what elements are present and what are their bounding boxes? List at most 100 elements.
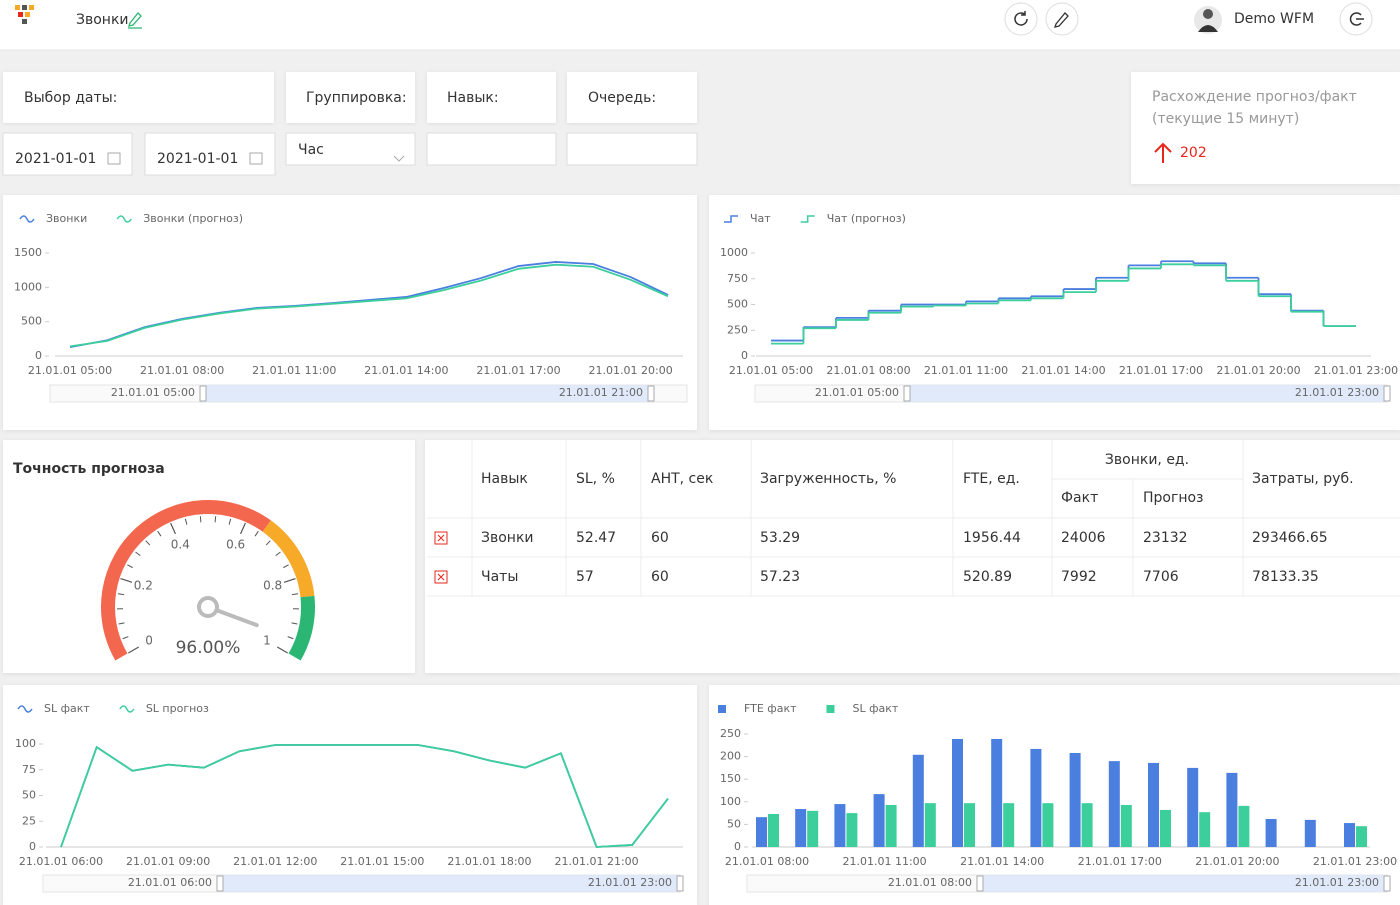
deviation-card	[1131, 72, 1400, 184]
gauge-tick-label: 0.6	[226, 537, 245, 551]
x-tick-label: 21.01.01 15:00	[340, 855, 424, 868]
y-tick-label: 1000	[14, 280, 42, 293]
table-cell: 53.29	[760, 530, 800, 546]
legend-swatch	[17, 705, 33, 713]
table-cell: 23132	[1143, 530, 1188, 546]
bar	[1265, 818, 1277, 847]
skill-input[interactable]	[426, 132, 557, 166]
gauge-needle	[214, 608, 259, 628]
gauge-minor-tick	[157, 530, 162, 537]
gauge-minor-tick	[145, 540, 151, 546]
bar	[768, 814, 779, 847]
line	[60, 744, 669, 848]
table-subheader: Прогноз	[1143, 490, 1204, 506]
deviation-arrow	[1154, 142, 1172, 163]
zoom-label: 21.01.01 23:00	[588, 876, 672, 889]
line	[69, 263, 669, 348]
delete-row-button[interactable]	[434, 570, 448, 584]
gauge-minor-tick	[118, 622, 125, 625]
legend-swatch	[800, 215, 815, 223]
gauge-minor-tick	[199, 516, 202, 523]
bar	[1108, 761, 1120, 847]
zoom-handle[interactable]	[676, 875, 684, 892]
bar	[1238, 805, 1250, 847]
logout-button[interactable]	[1339, 2, 1373, 36]
gauge-minor-tick	[228, 518, 232, 525]
bar	[1199, 812, 1211, 847]
zoom-handle[interactable]	[1383, 385, 1391, 402]
bar	[1120, 804, 1132, 847]
gauge-minor-tick	[184, 518, 188, 525]
x-tick-label: 21.01.01 08:00	[826, 364, 910, 377]
logo	[15, 5, 34, 24]
refresh-button[interactable]	[1004, 2, 1038, 36]
bar	[873, 794, 885, 847]
skill-card	[427, 72, 556, 123]
bar	[912, 754, 924, 847]
y-tick-label: 50	[22, 789, 36, 802]
y-tick-label: 100	[720, 795, 741, 808]
date-from-input[interactable]	[2, 132, 133, 176]
gauge-minor-tick	[287, 636, 294, 640]
table-cell: 78133.35	[1252, 569, 1319, 585]
table-header: FTE, ед.	[963, 471, 1020, 487]
legend-label: Чат	[750, 212, 771, 225]
table-header: Загруженность, %	[760, 471, 897, 487]
y-tick-label: 0	[741, 349, 748, 362]
table-cell: 520.89	[963, 569, 1012, 585]
y-tick-label: 150	[720, 772, 741, 785]
table-header: АНТ, сек	[651, 471, 713, 487]
x-tick-label: 21.01.01 14:00	[960, 855, 1044, 868]
zoom-handle[interactable]	[199, 385, 207, 402]
queue-input[interactable]	[566, 132, 698, 166]
zoom-handle[interactable]	[216, 875, 224, 892]
table-cell: 7706	[1143, 569, 1179, 585]
x-tick-label: 21.01.01 05:00	[729, 364, 813, 377]
queue-card	[567, 72, 697, 123]
x-tick-label: 21.01.01 11:00	[252, 364, 336, 377]
chart-panel	[709, 685, 1400, 905]
zoom-selection	[220, 875, 680, 892]
bar	[964, 803, 975, 847]
legend-label: Звонки (прогноз)	[143, 212, 243, 225]
delete-row-button[interactable]	[434, 531, 448, 545]
bar	[834, 804, 846, 847]
x-tick-label: 21.01.01 17:00	[476, 364, 560, 377]
legend-label: SL прогноз	[146, 702, 209, 715]
edit-title-icon[interactable]	[128, 12, 142, 29]
table-cell: 7992	[1061, 569, 1097, 585]
legend-label: Звонки	[46, 212, 87, 225]
zoom-label: 21.01.01 08:00	[888, 876, 972, 889]
gauge-minor-tick	[122, 636, 129, 640]
y-tick-label: 0	[29, 840, 36, 853]
x-tick-label: 21.01.01 20:00	[589, 364, 673, 377]
zoom-handle[interactable]	[976, 875, 984, 892]
legend-label: SL факт	[44, 702, 90, 715]
x-tick-label: 21.01.01 17:00	[1119, 364, 1203, 377]
date-from: 2021-01-01	[15, 151, 96, 167]
edit-button[interactable]	[1045, 2, 1079, 36]
grouping-value: Час	[298, 142, 324, 158]
zoom-handle[interactable]	[647, 385, 655, 402]
table-header: SL, %	[576, 471, 615, 487]
bar	[952, 738, 963, 847]
y-tick-label: 500	[21, 315, 42, 328]
legend-swatch	[826, 705, 835, 713]
table-cell: 1956.44	[963, 530, 1021, 546]
zoom-handle[interactable]	[1383, 875, 1391, 892]
bar	[991, 738, 1003, 847]
bar	[1160, 809, 1171, 847]
table-cell: 60	[651, 530, 669, 546]
gauge-minor-tick	[135, 551, 141, 557]
table-header: Затраты, руб.	[1252, 471, 1354, 487]
x-tick-label: 21.01.01 23:00	[1313, 855, 1397, 868]
date-card	[3, 72, 274, 123]
zoom-handle[interactable]	[903, 385, 911, 402]
date-to-input[interactable]	[144, 132, 276, 176]
gauge-minor-tick	[291, 622, 298, 625]
grouping-label: Группировка:	[306, 90, 407, 106]
grouping-select[interactable]	[285, 132, 416, 166]
legend-swatch	[119, 705, 135, 713]
